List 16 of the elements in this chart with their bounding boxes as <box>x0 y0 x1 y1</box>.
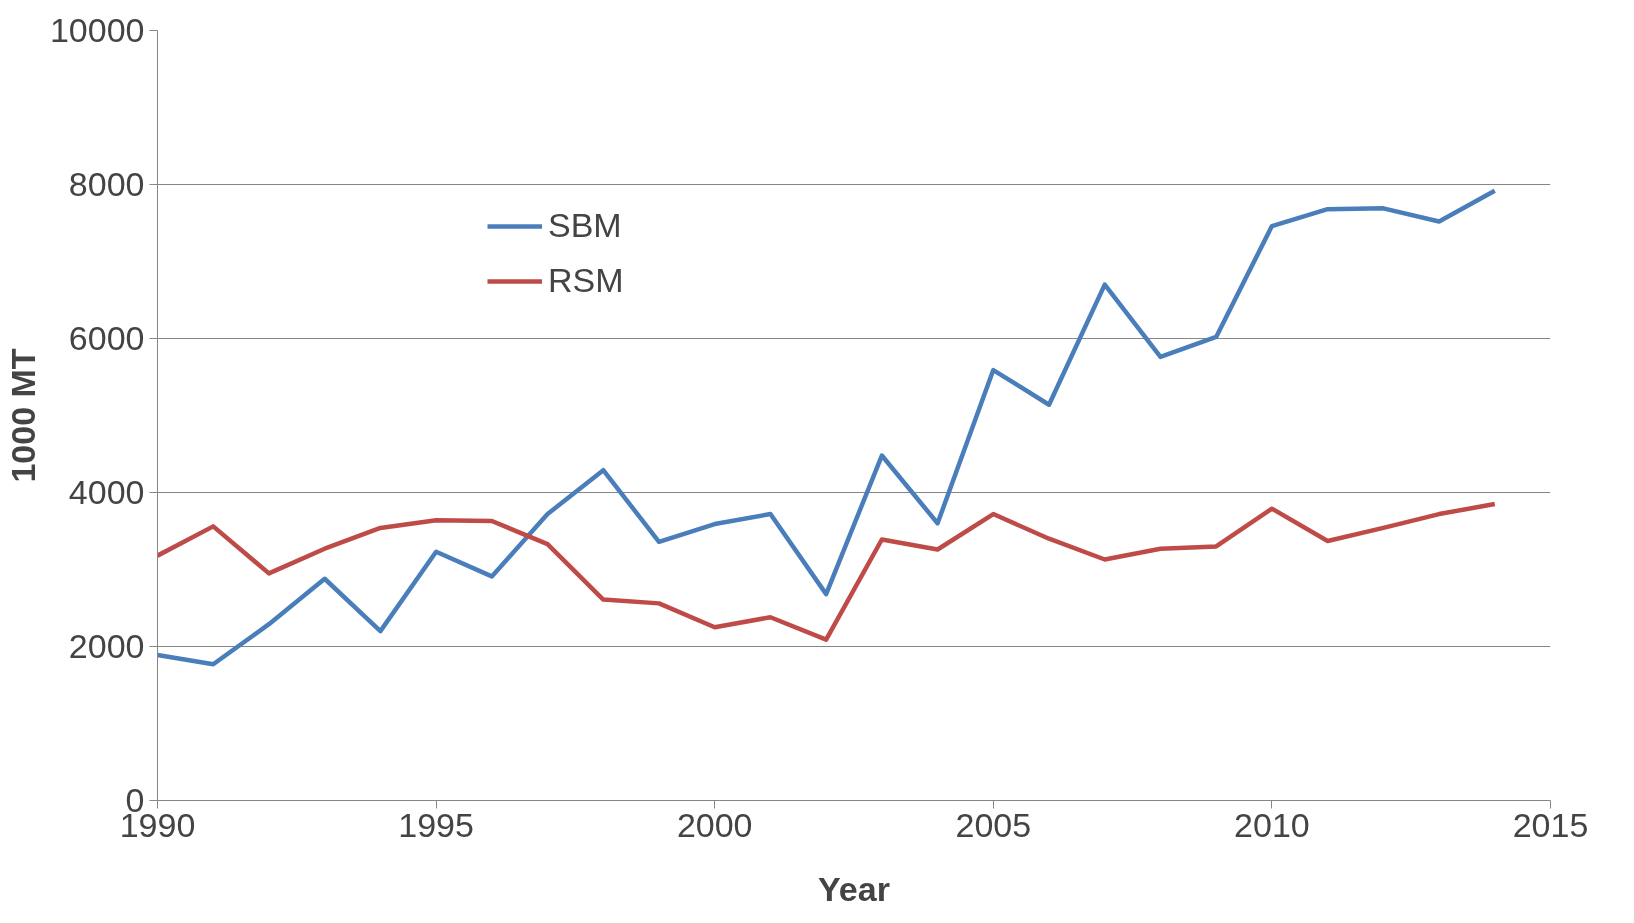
legend-label: SBM <box>548 206 622 245</box>
x-tick-label: 2005 <box>955 805 1032 844</box>
x-tick-label: 2010 <box>1234 805 1310 844</box>
y-tick-label: 8000 <box>68 165 145 203</box>
y-axis-title: 1000 MT <box>3 348 42 483</box>
y-tick-label: 6000 <box>68 319 145 357</box>
y-tick-label: 2000 <box>68 627 145 665</box>
x-axis-title: Year <box>818 869 890 908</box>
y-tick-label: 4000 <box>68 473 145 511</box>
x-tick-label: 2000 <box>676 805 753 844</box>
y-tick-label: 10000 <box>49 11 145 49</box>
x-tick-label: 1995 <box>398 805 474 844</box>
line-series <box>157 188 1498 667</box>
x-tick-label: 2015 <box>1512 805 1589 844</box>
line-series <box>157 501 1498 642</box>
legend-label: RSM <box>548 261 624 300</box>
